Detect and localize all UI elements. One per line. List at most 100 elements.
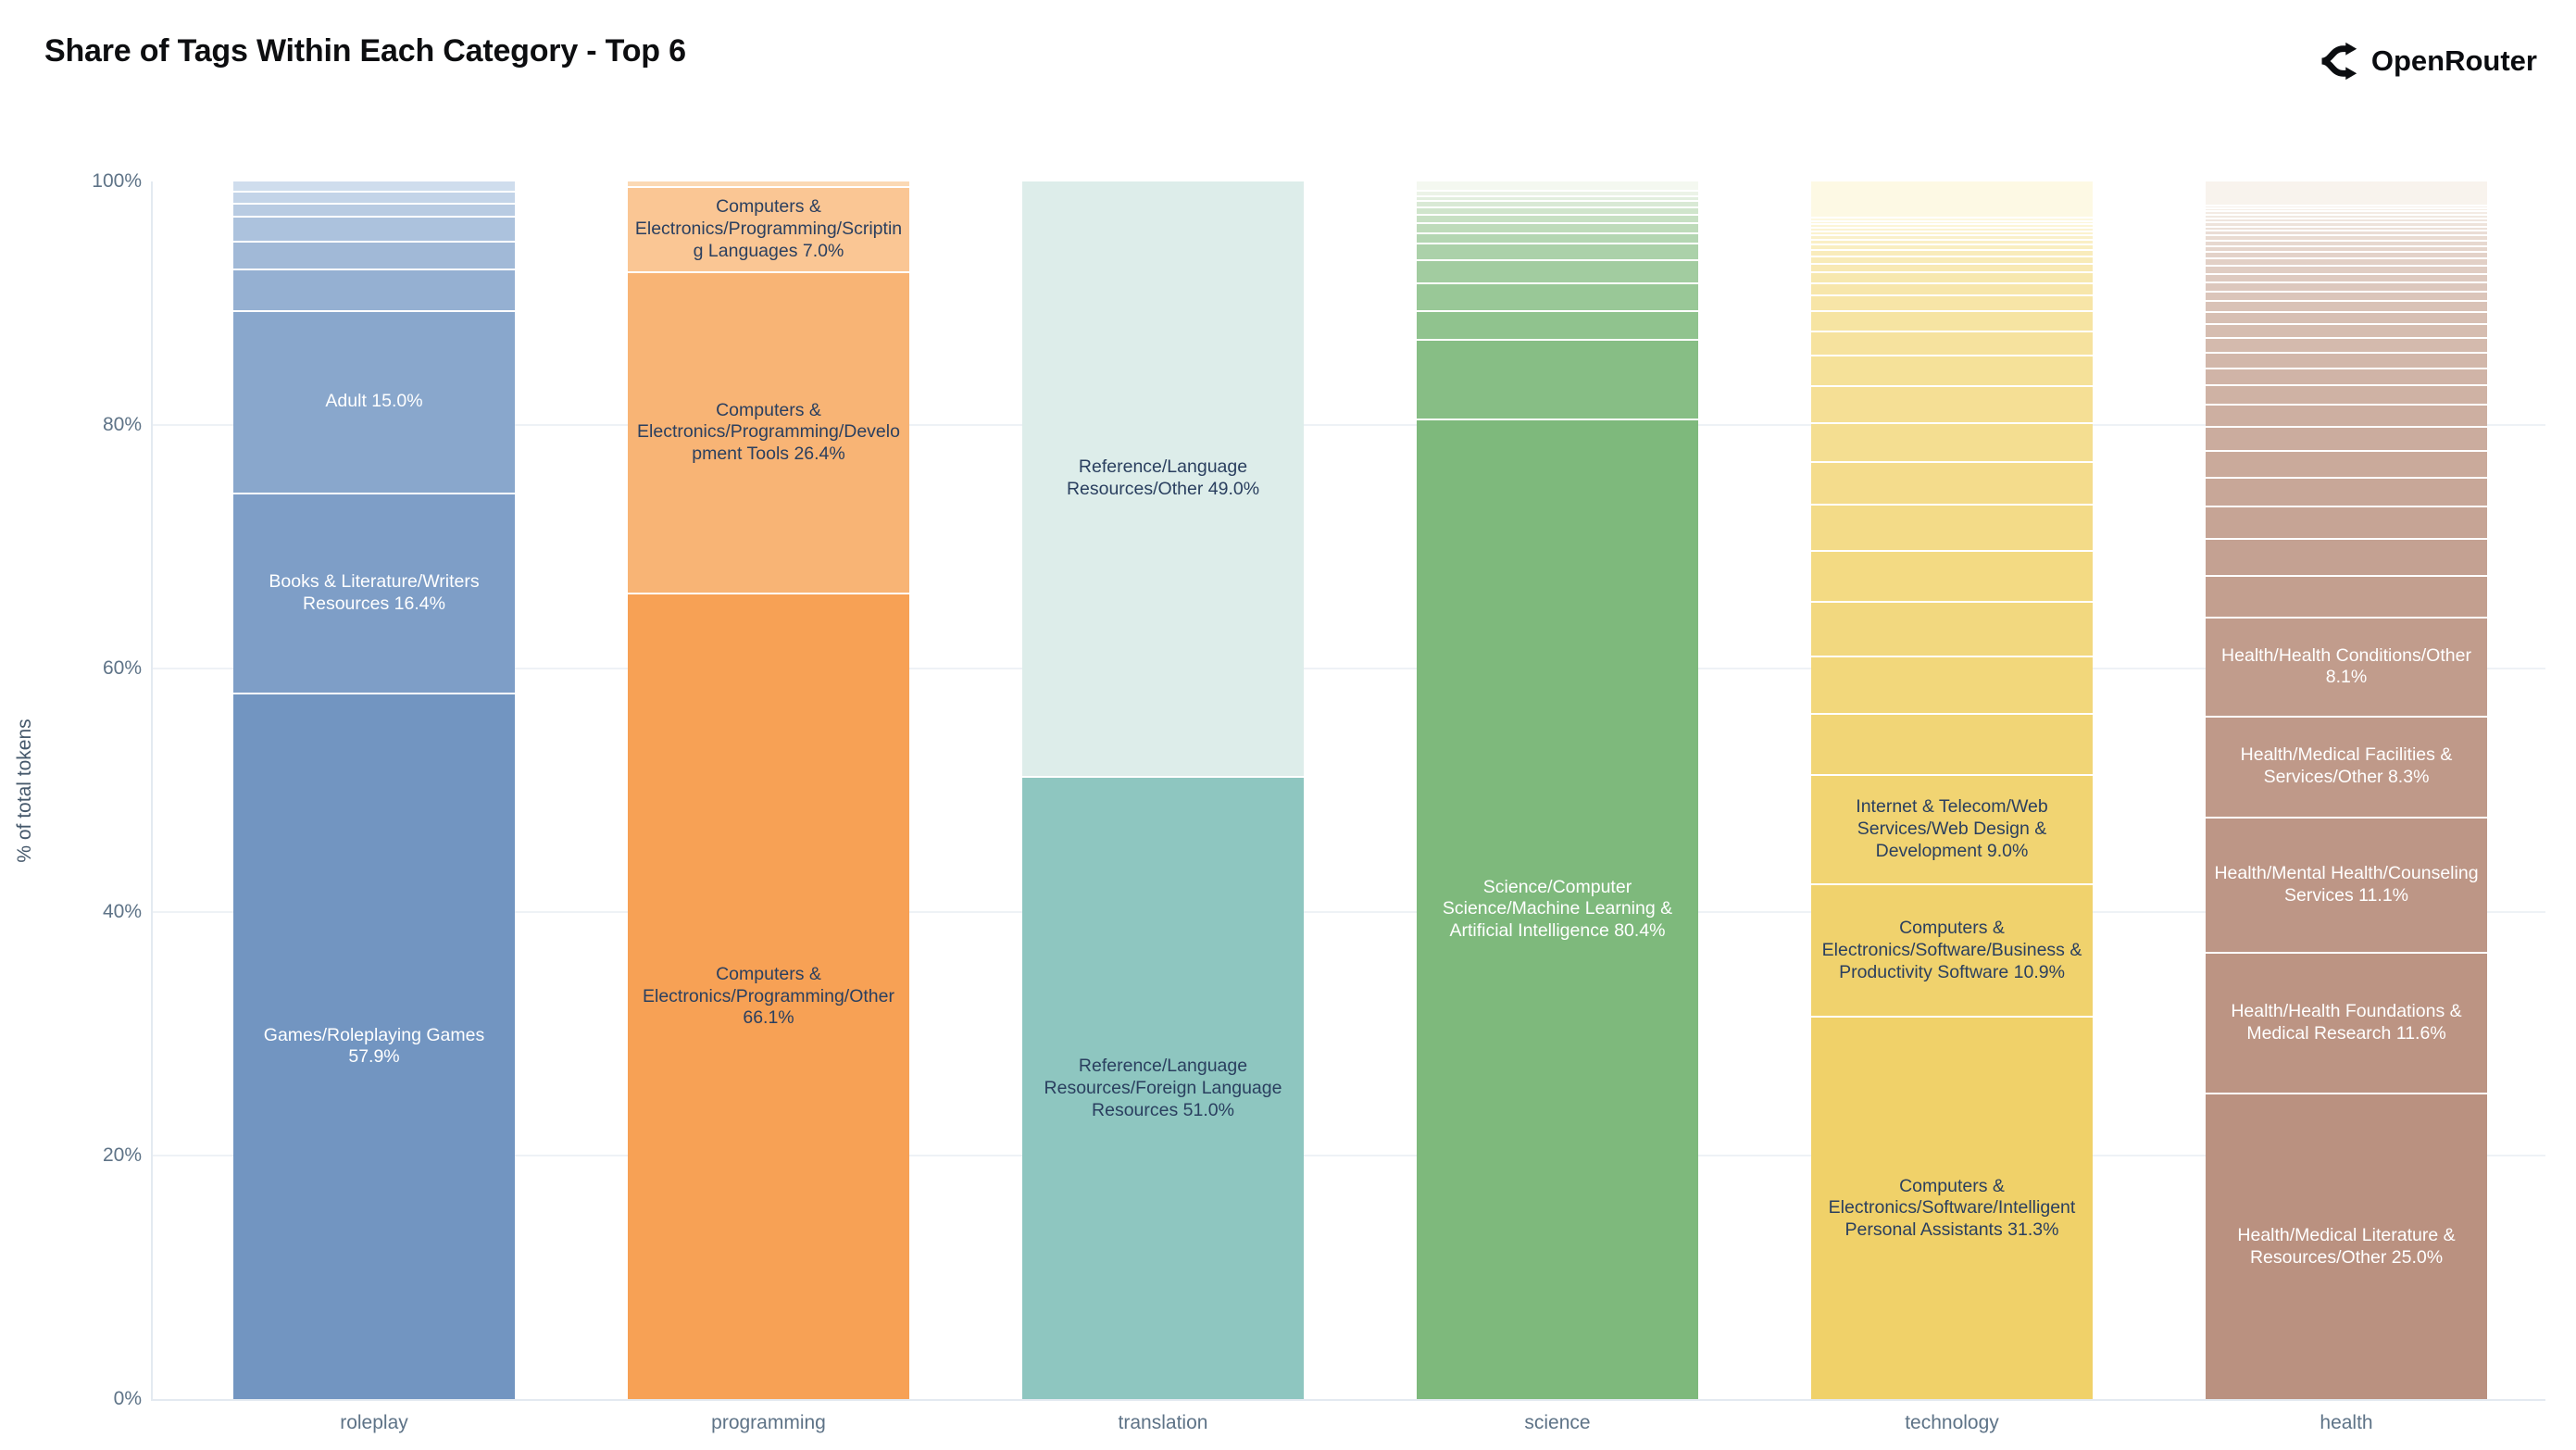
bar-segment[interactable] bbox=[1811, 603, 2093, 658]
bar-segment[interactable] bbox=[2206, 353, 2487, 369]
y-tick-label: 20% bbox=[102, 1144, 142, 1166]
bar-segment[interactable]: Health/Health Conditions/Other 8.1% bbox=[2206, 619, 2487, 718]
bar-segment[interactable] bbox=[233, 181, 515, 193]
bar-segment[interactable] bbox=[2206, 369, 2487, 387]
bar-segment[interactable] bbox=[233, 205, 515, 219]
bar-segment[interactable] bbox=[1417, 192, 1698, 197]
bar-segment[interactable]: Health/Medical Literature & Resources/Ot… bbox=[2206, 1094, 2487, 1399]
bar-segment[interactable] bbox=[1811, 356, 2093, 388]
gridline bbox=[153, 911, 2545, 913]
bar-segment[interactable] bbox=[1417, 341, 1698, 420]
bar-segment[interactable] bbox=[2206, 231, 2487, 237]
bar-segment[interactable] bbox=[1811, 245, 2093, 252]
bar-segment[interactable] bbox=[1811, 311, 2093, 333]
bar-segment[interactable] bbox=[1811, 714, 2093, 776]
bar-segment[interactable] bbox=[2206, 246, 2487, 254]
bar-segment[interactable] bbox=[1417, 181, 1698, 193]
bar-segment[interactable] bbox=[1417, 196, 1698, 203]
bar-segment[interactable]: Computers & Electronics/Software/Intelli… bbox=[1811, 1018, 2093, 1399]
bar-segment[interactable] bbox=[1811, 505, 2093, 552]
bar-segment[interactable] bbox=[2206, 236, 2487, 242]
bar-segment[interactable] bbox=[1811, 240, 2093, 246]
bar-segment[interactable] bbox=[2206, 427, 2487, 453]
bar-segment[interactable] bbox=[2206, 313, 2487, 326]
bar-segment[interactable] bbox=[2206, 452, 2487, 479]
bar-segment[interactable] bbox=[1811, 387, 2093, 424]
segment-label: Computers & Electronics/Programming/Scri… bbox=[634, 195, 903, 261]
bar-segment[interactable] bbox=[2206, 539, 2487, 578]
stacked-bar-translation: Reference/Language Resources/Foreign Lan… bbox=[1022, 181, 1304, 1399]
bar-segment[interactable] bbox=[1811, 251, 2093, 257]
bar-segment[interactable] bbox=[1417, 311, 1698, 342]
bar-segment[interactable] bbox=[2206, 227, 2487, 232]
bar-segment[interactable]: Books & Literature/Writers Resources 16.… bbox=[233, 494, 515, 694]
bar-segment[interactable] bbox=[2206, 267, 2487, 275]
bar-segment[interactable]: Health/Mental Health/Counseling Services… bbox=[2206, 818, 2487, 954]
bar-segment[interactable] bbox=[2206, 212, 2487, 217]
bar-segment[interactable] bbox=[233, 242, 515, 271]
bar-segment[interactable] bbox=[2206, 181, 2487, 206]
bar-segment[interactable] bbox=[2206, 338, 2487, 354]
bar-segment[interactable] bbox=[2206, 302, 2487, 314]
bar-segment[interactable]: Health/Health Foundations & Medical Rese… bbox=[2206, 953, 2487, 1095]
bar-segment[interactable]: Reference/Language Resources/Foreign Lan… bbox=[1022, 778, 1304, 1399]
bar-segment[interactable] bbox=[1417, 283, 1698, 312]
bar-segment[interactable]: Reference/Language Resources/Other 49.0% bbox=[1022, 181, 1304, 779]
bar-segment[interactable]: Computers & Electronics/Programming/Scri… bbox=[628, 187, 909, 273]
bar-segment[interactable] bbox=[1811, 256, 2093, 265]
bar-segment[interactable] bbox=[233, 218, 515, 243]
bar-segment[interactable] bbox=[1417, 260, 1698, 284]
bar-segment[interactable] bbox=[1811, 332, 2093, 357]
bar-segment[interactable] bbox=[1811, 551, 2093, 604]
bar-segment[interactable] bbox=[1417, 233, 1698, 245]
bar-segment[interactable] bbox=[1811, 272, 2093, 284]
bar-segment[interactable] bbox=[1417, 202, 1698, 208]
stacked-bar-science: Science/Computer Science/Machine Learnin… bbox=[1417, 181, 1698, 1399]
bar-segment[interactable] bbox=[2206, 406, 2487, 428]
bar-segment[interactable] bbox=[2206, 241, 2487, 247]
bar-segment[interactable] bbox=[1811, 657, 2093, 715]
bar-segment[interactable] bbox=[2206, 206, 2487, 209]
bar-segment[interactable] bbox=[2206, 577, 2487, 619]
bar-segment[interactable]: Adult 15.0% bbox=[233, 311, 515, 494]
bar-segment[interactable] bbox=[2206, 253, 2487, 260]
bar-segment[interactable] bbox=[2206, 219, 2487, 223]
bar-segment[interactable] bbox=[1811, 295, 2093, 312]
bar-segment[interactable] bbox=[2206, 222, 2487, 228]
bar-segment[interactable] bbox=[1811, 283, 2093, 296]
bar-segment[interactable]: Internet & Telecom/Web Services/Web Desi… bbox=[1811, 775, 2093, 886]
bar-segment[interactable]: Computers & Electronics/Software/Busines… bbox=[1811, 885, 2093, 1019]
bar-segment[interactable] bbox=[2206, 325, 2487, 339]
bar-segment[interactable] bbox=[1811, 228, 2093, 232]
bar-segment[interactable] bbox=[1417, 224, 1698, 234]
bar-segment[interactable] bbox=[233, 270, 515, 312]
bar-segment[interactable] bbox=[1811, 221, 2093, 225]
bar-segment[interactable] bbox=[2206, 208, 2487, 213]
bar-segment[interactable] bbox=[1811, 224, 2093, 229]
bar-segment[interactable]: Computers & Electronics/Programming/Deve… bbox=[628, 272, 909, 594]
bar-segment[interactable] bbox=[2206, 386, 2487, 406]
bar-segment[interactable] bbox=[1811, 236, 2093, 241]
bar-segment[interactable] bbox=[628, 181, 909, 188]
bar-segment[interactable] bbox=[2206, 292, 2487, 303]
bar-segment[interactable]: Science/Computer Science/Machine Learnin… bbox=[1417, 419, 1698, 1399]
bar-segment[interactable] bbox=[2206, 259, 2487, 268]
bar-segment[interactable] bbox=[2206, 282, 2487, 293]
bar-segment[interactable] bbox=[1811, 264, 2093, 273]
bar-segment[interactable] bbox=[1417, 208, 1698, 216]
bar-segment[interactable]: Games/Roleplaying Games 57.9% bbox=[233, 694, 515, 1399]
bar-segment[interactable] bbox=[1811, 181, 2093, 219]
bar-segment[interactable] bbox=[1811, 462, 2093, 506]
bar-segment[interactable] bbox=[2206, 274, 2487, 283]
bar-segment[interactable] bbox=[1811, 219, 2093, 222]
bar-segment[interactable] bbox=[2206, 216, 2487, 220]
bar-segment[interactable] bbox=[1811, 423, 2093, 463]
bar-segment[interactable]: Health/Medical Facilities & Services/Oth… bbox=[2206, 717, 2487, 819]
bar-segment[interactable] bbox=[1811, 231, 2093, 237]
bar-segment[interactable] bbox=[2206, 507, 2487, 540]
bar-segment[interactable] bbox=[1417, 244, 1698, 261]
bar-segment[interactable] bbox=[1417, 215, 1698, 225]
bar-segment[interactable]: Computers & Electronics/Programming/Othe… bbox=[628, 594, 909, 1399]
bar-segment[interactable] bbox=[2206, 478, 2487, 508]
bar-segment[interactable] bbox=[233, 192, 515, 206]
